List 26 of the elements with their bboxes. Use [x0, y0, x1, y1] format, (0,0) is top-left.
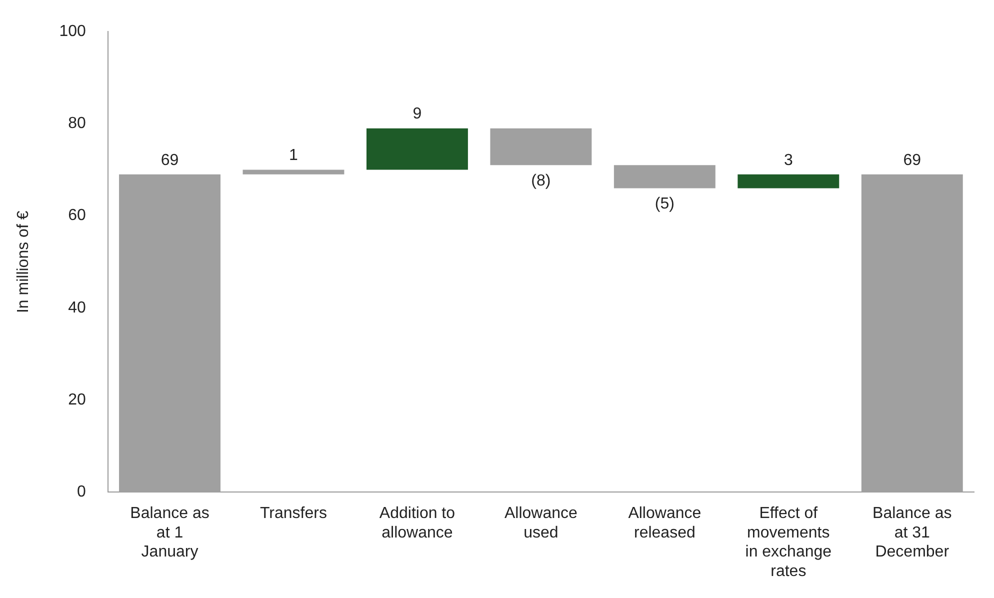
x-tick-label: Addition to allowance	[379, 505, 456, 542]
y-tick-label: 100	[59, 23, 86, 40]
y-tick-label: 20	[68, 391, 86, 408]
data-label: (5)	[654, 196, 674, 213]
data-label: 1	[289, 147, 298, 164]
data-label: 3	[784, 152, 793, 169]
bar	[490, 128, 592, 166]
x-tick-label: Effect of movements in exchange rates	[745, 505, 832, 580]
bar	[614, 165, 716, 188]
y-tick-label: 80	[68, 115, 86, 132]
y-axis-title: In millions of €	[15, 210, 32, 314]
data-label: 69	[160, 152, 179, 169]
bar	[366, 128, 468, 170]
y-tick-label: 0	[76, 484, 86, 501]
y-tick-label: 60	[68, 207, 86, 224]
x-tick-label: Balance as at 31 December	[872, 505, 952, 561]
bar	[738, 174, 840, 188]
x-tick-label: Transfers	[260, 505, 327, 522]
x-tick-label: Allowance released	[628, 505, 702, 542]
x-tick-label: Allowance used	[504, 505, 578, 542]
data-label: 9	[412, 106, 422, 123]
y-tick-label: 40	[68, 299, 86, 316]
x-tick-label: Balance as at 1 January	[130, 505, 210, 561]
data-label: 69	[903, 152, 922, 169]
data-label: (8)	[531, 172, 551, 190]
bar	[242, 170, 344, 174]
